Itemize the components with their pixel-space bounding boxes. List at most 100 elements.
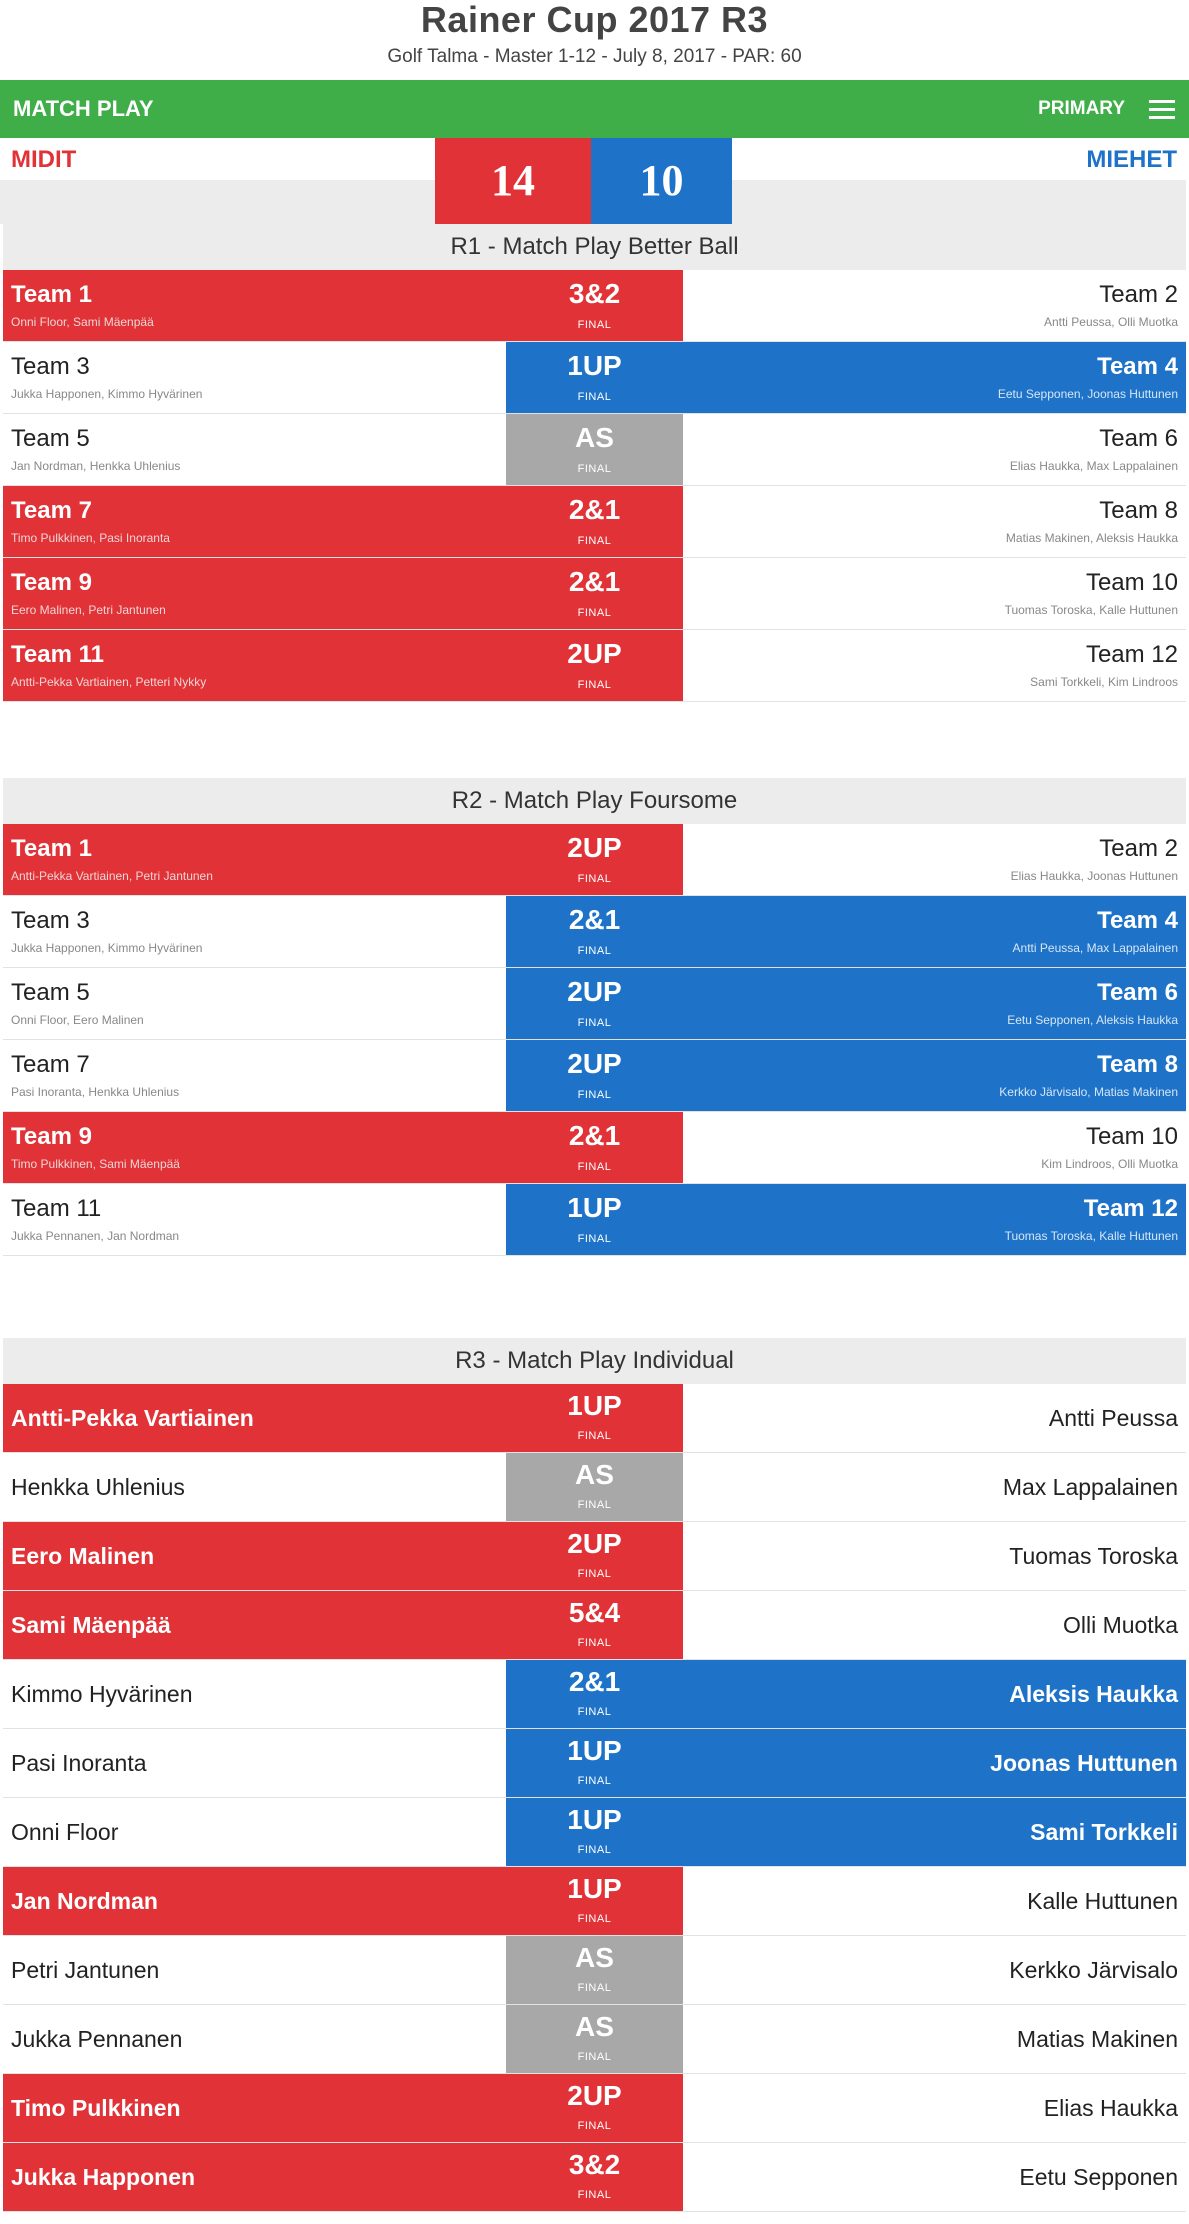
match-row[interactable]: Team 3 Jukka Happonen, Kimmo Hyvärinen Tea… — [3, 896, 1186, 968]
left-side: Team 11 Antti-Pekka Vartiainen, Petteri N… — [11, 640, 206, 690]
left-players: Onni Floor, Eero Malinen — [11, 1013, 144, 1027]
match-result: 1UP — [567, 1804, 622, 1835]
page-subtitle: Golf Talma - Master 1-12 - July 8, 2017 … — [387, 46, 802, 67]
match-result: 2&1 — [568, 1666, 621, 1697]
match-row[interactable]: Timo Pulkkinen Elias Haukka 2UP FINAL — [3, 2074, 1186, 2143]
match-status: FINAL — [577, 1161, 612, 1173]
right-player-name: Aleksis Haukka — [1009, 1681, 1178, 1707]
match-row[interactable]: Jukka Happonen Eetu Sepponen 3&2 FINAL — [3, 2143, 1186, 2212]
match-row[interactable]: Jan Nordman Kalle Huttunen 1UP FINAL — [3, 1867, 1186, 1936]
right-player-name: Kerkko Järvisalo — [1009, 1957, 1178, 1983]
round-2-section: R2 - Match Play Foursome Team 1 Antti-Pek… — [3, 778, 1186, 1256]
match-status: FINAL — [577, 1775, 612, 1787]
left-team-label: Team 3 — [11, 353, 90, 380]
match-row[interactable]: Team 11 Jukka Pennanen, Jan Nordman Team 1… — [3, 1184, 1186, 1256]
right-side: Team 6 Eetu Sepponen, Aleksis Haukka — [1007, 978, 1178, 1028]
match-status: FINAL — [577, 1706, 612, 1718]
match-result: AS — [575, 1459, 614, 1490]
match-row[interactable]: Team 1 Onni Floor, Sami Mäenpää Team 2 Antt… — [3, 270, 1186, 342]
match-row[interactable]: Team 3 Jukka Happonen, Kimmo Hyvärinen Tea… — [3, 342, 1186, 414]
right-side: Team 2 Elias Haukka, Joonas Huttunen — [1011, 834, 1178, 884]
result-fill — [3, 1112, 683, 1183]
match-result: 3&2 — [568, 2149, 621, 2180]
result-fill — [3, 824, 683, 895]
match-result: 2UP — [567, 976, 622, 1007]
left-side: Team 1 Antti-Pekka Vartiainen, Petri Jant… — [11, 834, 213, 884]
right-team-label: Team 12 — [1085, 641, 1178, 668]
match-row[interactable]: Onni Floor Sami Torkkeli 1UP FINAL — [3, 1798, 1186, 1867]
page-header: Rainer Cup 2017 R3 Golf Talma - Master 1… — [0, 0, 1189, 80]
match-status: FINAL — [577, 1913, 612, 1925]
right-side: Olli Muotka — [1063, 1610, 1178, 1640]
match-status: FINAL — [577, 2189, 612, 2201]
match-score: 2&1 FINAL — [506, 558, 683, 629]
left-team-score: 14 — [435, 138, 591, 224]
result-fill — [506, 1729, 1186, 1797]
hamburger-icon[interactable] — [1149, 100, 1175, 119]
left-side: Kimmo Hyvärinen — [11, 1679, 193, 1709]
right-players: Elias Haukka, Max Lappalainen — [1009, 459, 1178, 473]
left-player-name: Sami Mäenpää — [11, 1612, 171, 1638]
right-side: Team 12 Sami Torkkeli, Kim Lindroos — [1030, 640, 1178, 690]
match-status: FINAL — [577, 873, 612, 885]
match-row[interactable]: Eero Malinen Tuomas Toroska 2UP FINAL — [3, 1522, 1186, 1591]
result-fill — [3, 558, 683, 629]
primary-selector[interactable]: PRIMARY — [1038, 98, 1125, 119]
match-result: 1UP — [567, 1192, 622, 1223]
match-score: 2&1 FINAL — [506, 1660, 683, 1728]
match-score: 1UP FINAL — [506, 1867, 683, 1935]
left-side: Team 7 Pasi Inoranta, Henkka Uhlenius — [11, 1050, 179, 1100]
match-result: AS — [575, 422, 614, 453]
match-row[interactable]: Team 1 Antti-Pekka Vartiainen, Petri Jant… — [3, 824, 1186, 896]
right-player-name: Max Lappalainen — [1002, 1474, 1178, 1500]
match-score: 2UP FINAL — [506, 2074, 683, 2142]
match-status: FINAL — [577, 679, 612, 691]
match-result: 5&4 — [568, 1597, 621, 1628]
right-side: Tuomas Toroska — [1009, 1541, 1178, 1571]
left-players: Pasi Inoranta, Henkka Uhlenius — [11, 1085, 180, 1099]
match-status: FINAL — [577, 319, 612, 331]
match-row[interactable]: Sami Mäenpää Olli Muotka 5&4 FINAL — [3, 1591, 1186, 1660]
match-row[interactable]: Petri Jantunen Kerkko Järvisalo AS FINAL — [3, 1936, 1186, 2005]
right-player-name: Tuomas Toroska — [1009, 1543, 1178, 1569]
match-score: AS FINAL — [506, 1936, 683, 2004]
left-player-name: Eero Malinen — [11, 1543, 155, 1569]
result-fill — [506, 1184, 1186, 1255]
match-row[interactable]: Pasi Inoranta Joonas Huttunen 1UP FINAL — [3, 1729, 1186, 1798]
right-side: Kalle Huttunen — [1027, 1886, 1178, 1916]
match-row[interactable]: Team 7 Timo Pulkkinen, Pasi Inoranta Team … — [3, 486, 1186, 558]
left-team-label: Team 5 — [11, 425, 90, 452]
match-row[interactable]: Antti-Pekka Vartiainen Antti Peussa 1UP FIN… — [3, 1384, 1186, 1453]
match-row[interactable]: Kimmo Hyvärinen Aleksis Haukka 2&1 FINAL — [3, 1660, 1186, 1729]
match-result: 2&1 — [568, 494, 621, 525]
match-row[interactable]: Team 5 Onni Floor, Eero Malinen Team 6 Eetu… — [3, 968, 1186, 1040]
right-players: Elias Haukka, Joonas Huttunen — [1010, 869, 1178, 883]
left-player-name: Jukka Pennanen — [11, 2026, 183, 2052]
match-row[interactable]: Jukka Pennanen Matias Makinen AS FINAL — [3, 2005, 1186, 2074]
match-row[interactable]: Team 9 Eero Malinen, Petri Jantunen Team 1… — [3, 558, 1186, 630]
match-play-tab[interactable]: MATCH PLAY — [13, 96, 154, 121]
match-score: 2UP FINAL — [506, 630, 683, 701]
left-team-name: MIDIT — [11, 146, 77, 173]
match-result: AS — [575, 1942, 614, 1973]
right-player-name: Olli Muotka — [1062, 1612, 1178, 1638]
left-players: Jukka Pennanen, Jan Nordman — [11, 1229, 180, 1243]
match-score: 1UP FINAL — [506, 1184, 683, 1255]
match-row[interactable]: Team 11 Antti-Pekka Vartiainen, Petteri N… — [3, 630, 1186, 702]
match-row[interactable]: Henkka Uhlenius Max Lappalainen AS FINAL — [3, 1453, 1186, 1522]
left-player-name: Petri Jantunen — [11, 1957, 160, 1983]
right-team-label: Team 10 — [1085, 1123, 1178, 1150]
left-side: Eero Malinen — [11, 1541, 154, 1571]
match-row[interactable]: Team 9 Timo Pulkkinen, Sami Mäenpää Team 1… — [3, 1112, 1186, 1184]
match-result: 1UP — [567, 1390, 622, 1421]
match-status: FINAL — [577, 1982, 612, 1994]
match-row[interactable]: Team 7 Pasi Inoranta, Henkka Uhlenius Team… — [3, 1040, 1186, 1112]
match-score: 2UP FINAL — [506, 824, 683, 895]
match-row[interactable]: Team 5 Jan Nordman, Henkka Uhlenius Team 6… — [3, 414, 1186, 486]
result-fill — [3, 2074, 683, 2142]
round-3-section: R3 - Match Play Individual Antti-Pekka V… — [3, 1338, 1186, 2212]
match-status: FINAL — [577, 1089, 612, 1101]
right-side: Team 4 Eetu Sepponen, Joonas Huttunen — [998, 352, 1178, 402]
right-team-label: Team 12 — [1083, 1195, 1178, 1222]
match-status: FINAL — [577, 2051, 612, 2063]
